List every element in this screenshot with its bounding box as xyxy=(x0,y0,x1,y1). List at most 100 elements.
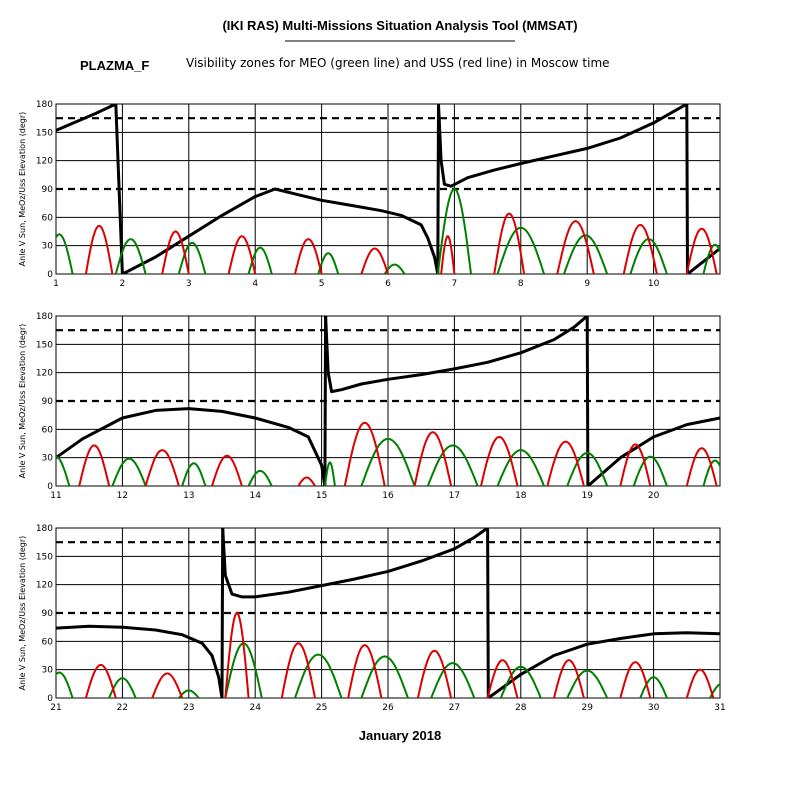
meo-visibility-arc xyxy=(294,653,343,698)
y-tick-label: 180 xyxy=(36,312,53,322)
plot-area xyxy=(56,528,793,698)
x-tick-label: 15 xyxy=(316,491,327,501)
sun-angle-line xyxy=(775,528,786,587)
x-tick-label: 13 xyxy=(183,491,194,501)
meo-visibility-arc xyxy=(566,669,609,698)
x-tick-label: 24 xyxy=(249,703,261,713)
uss-visibility-arc xyxy=(144,449,180,486)
sun-angle-line xyxy=(486,528,490,698)
x-tick-label: 1 xyxy=(53,279,59,289)
y-tick-label: 180 xyxy=(36,100,53,110)
x-tick-label: 30 xyxy=(648,703,660,713)
meo-visibility-arc xyxy=(177,241,207,274)
y-tick-label: 180 xyxy=(36,524,53,534)
uss-visibility-arc xyxy=(480,435,519,486)
chart-panel-3: 21 22 23 24 25 26 27 28 29 30 31 0 30 60 90 120 150 180 An… xyxy=(18,524,793,713)
uss-visibility-arc xyxy=(84,663,117,698)
y-axis-label: Anle V Sun, MeOz/Uss Elevation (degr) xyxy=(18,112,27,267)
plot-frame xyxy=(55,315,721,487)
y-tick-label: 90 xyxy=(42,397,54,407)
uss-visibility-arc xyxy=(297,476,316,486)
meo-visibility-arc xyxy=(56,671,74,698)
x-tick-label: 12 xyxy=(117,491,128,501)
uss-visibility-arc xyxy=(685,227,718,274)
y-tick-label: 30 xyxy=(42,242,54,252)
x-tick-label: 18 xyxy=(515,491,527,501)
x-tick-label: 19 xyxy=(581,491,593,501)
x-tick-label: 22 xyxy=(117,703,128,713)
meo-visibility-arc xyxy=(702,243,720,274)
meo-visibility-arc xyxy=(114,238,147,274)
x-tick-label: 8 xyxy=(518,279,524,289)
sun-angle-line xyxy=(686,247,720,274)
sun-angle-line xyxy=(586,416,720,486)
uss-visibility-arc xyxy=(486,659,519,698)
uss-visibility-arc xyxy=(556,220,595,274)
x-tick-label: 9 xyxy=(584,279,590,289)
plot-area xyxy=(56,104,720,274)
x-tick-label: 27 xyxy=(449,703,460,713)
y-tick-label: 30 xyxy=(42,666,54,676)
meo-visibility-arc xyxy=(360,437,416,486)
y-tick-label: 30 xyxy=(42,454,54,464)
sun-angle-line xyxy=(324,316,589,394)
x-tick-label: 28 xyxy=(515,703,527,713)
meo-visibility-arc xyxy=(56,233,74,274)
uss-visibility-arc xyxy=(619,661,652,698)
y-tick-label: 150 xyxy=(36,128,53,138)
sun-angle-line xyxy=(487,631,720,698)
y-tick-label: 60 xyxy=(42,213,54,223)
x-tick-label: 25 xyxy=(316,703,327,713)
uss-visibility-arc xyxy=(280,642,316,698)
uss-visibility-arc xyxy=(773,681,786,698)
meo-visibility-arc xyxy=(702,459,720,486)
meo-visibility-arc xyxy=(383,263,406,274)
uss-visibility-arc xyxy=(360,247,389,274)
sun-angle-line xyxy=(56,104,117,132)
meo-visibility-arc xyxy=(709,683,720,698)
y-tick-label: 60 xyxy=(42,637,54,647)
meo-visibility-arc xyxy=(430,662,476,698)
uss-visibility-arc xyxy=(347,644,383,698)
uss-visibility-arc xyxy=(151,672,184,698)
uss-visibility-arc xyxy=(413,431,453,486)
meo-visibility-arc xyxy=(496,226,545,274)
chart-panel-2: 11 12 13 14 15 16 17 18 19 20 0 30 60 90 120 150 180 Anle… xyxy=(18,312,721,501)
meo-visibility-arc xyxy=(773,622,793,698)
main-title: (IKI RAS) Multi-Missions Situation Analy… xyxy=(222,18,577,33)
meo-visibility-arc xyxy=(566,451,609,486)
uss-visibility-arc xyxy=(440,235,456,274)
x-tick-label: 26 xyxy=(382,703,394,713)
uss-visibility-arc xyxy=(622,223,658,274)
meo-visibility-arc xyxy=(629,238,668,274)
y-tick-label: 120 xyxy=(36,369,53,379)
x-tick-label: 11 xyxy=(50,491,61,501)
mission-name: PLAZMA_F xyxy=(80,58,149,73)
x-tick-label: 29 xyxy=(581,703,593,713)
x-tick-label: 21 xyxy=(50,703,61,713)
y-axis-label: Anle V Sun, MeOz/Uss Elevation (degr) xyxy=(18,536,27,691)
x-tick-label: 31 xyxy=(714,703,725,713)
uss-visibility-arc xyxy=(416,649,453,698)
sun-angle-line xyxy=(56,407,327,486)
x-tick-label: 5 xyxy=(319,279,325,289)
sun-angle-line xyxy=(685,104,689,274)
uss-visibility-arc xyxy=(493,212,526,274)
meo-visibility-arc xyxy=(496,449,545,486)
uss-visibility-arc xyxy=(685,668,715,698)
uss-visibility-arc xyxy=(546,440,585,486)
x-tick-label: 23 xyxy=(183,703,194,713)
meo-visibility-arc xyxy=(323,461,336,486)
sun-angle-line xyxy=(121,187,440,274)
y-axis-label: Anle V Sun, MeOz/Uss Elevation (degr) xyxy=(18,324,27,479)
meo-visibility-arc xyxy=(426,444,479,486)
x-tick-label: 10 xyxy=(648,279,660,289)
y-tick-label: 0 xyxy=(47,694,53,704)
plot-frame xyxy=(55,527,721,699)
x-tick-label: 7 xyxy=(452,279,458,289)
meo-visibility-arc xyxy=(632,455,668,486)
y-tick-label: 150 xyxy=(36,552,53,562)
uss-visibility-arc xyxy=(294,238,323,274)
plot-area xyxy=(56,316,720,486)
